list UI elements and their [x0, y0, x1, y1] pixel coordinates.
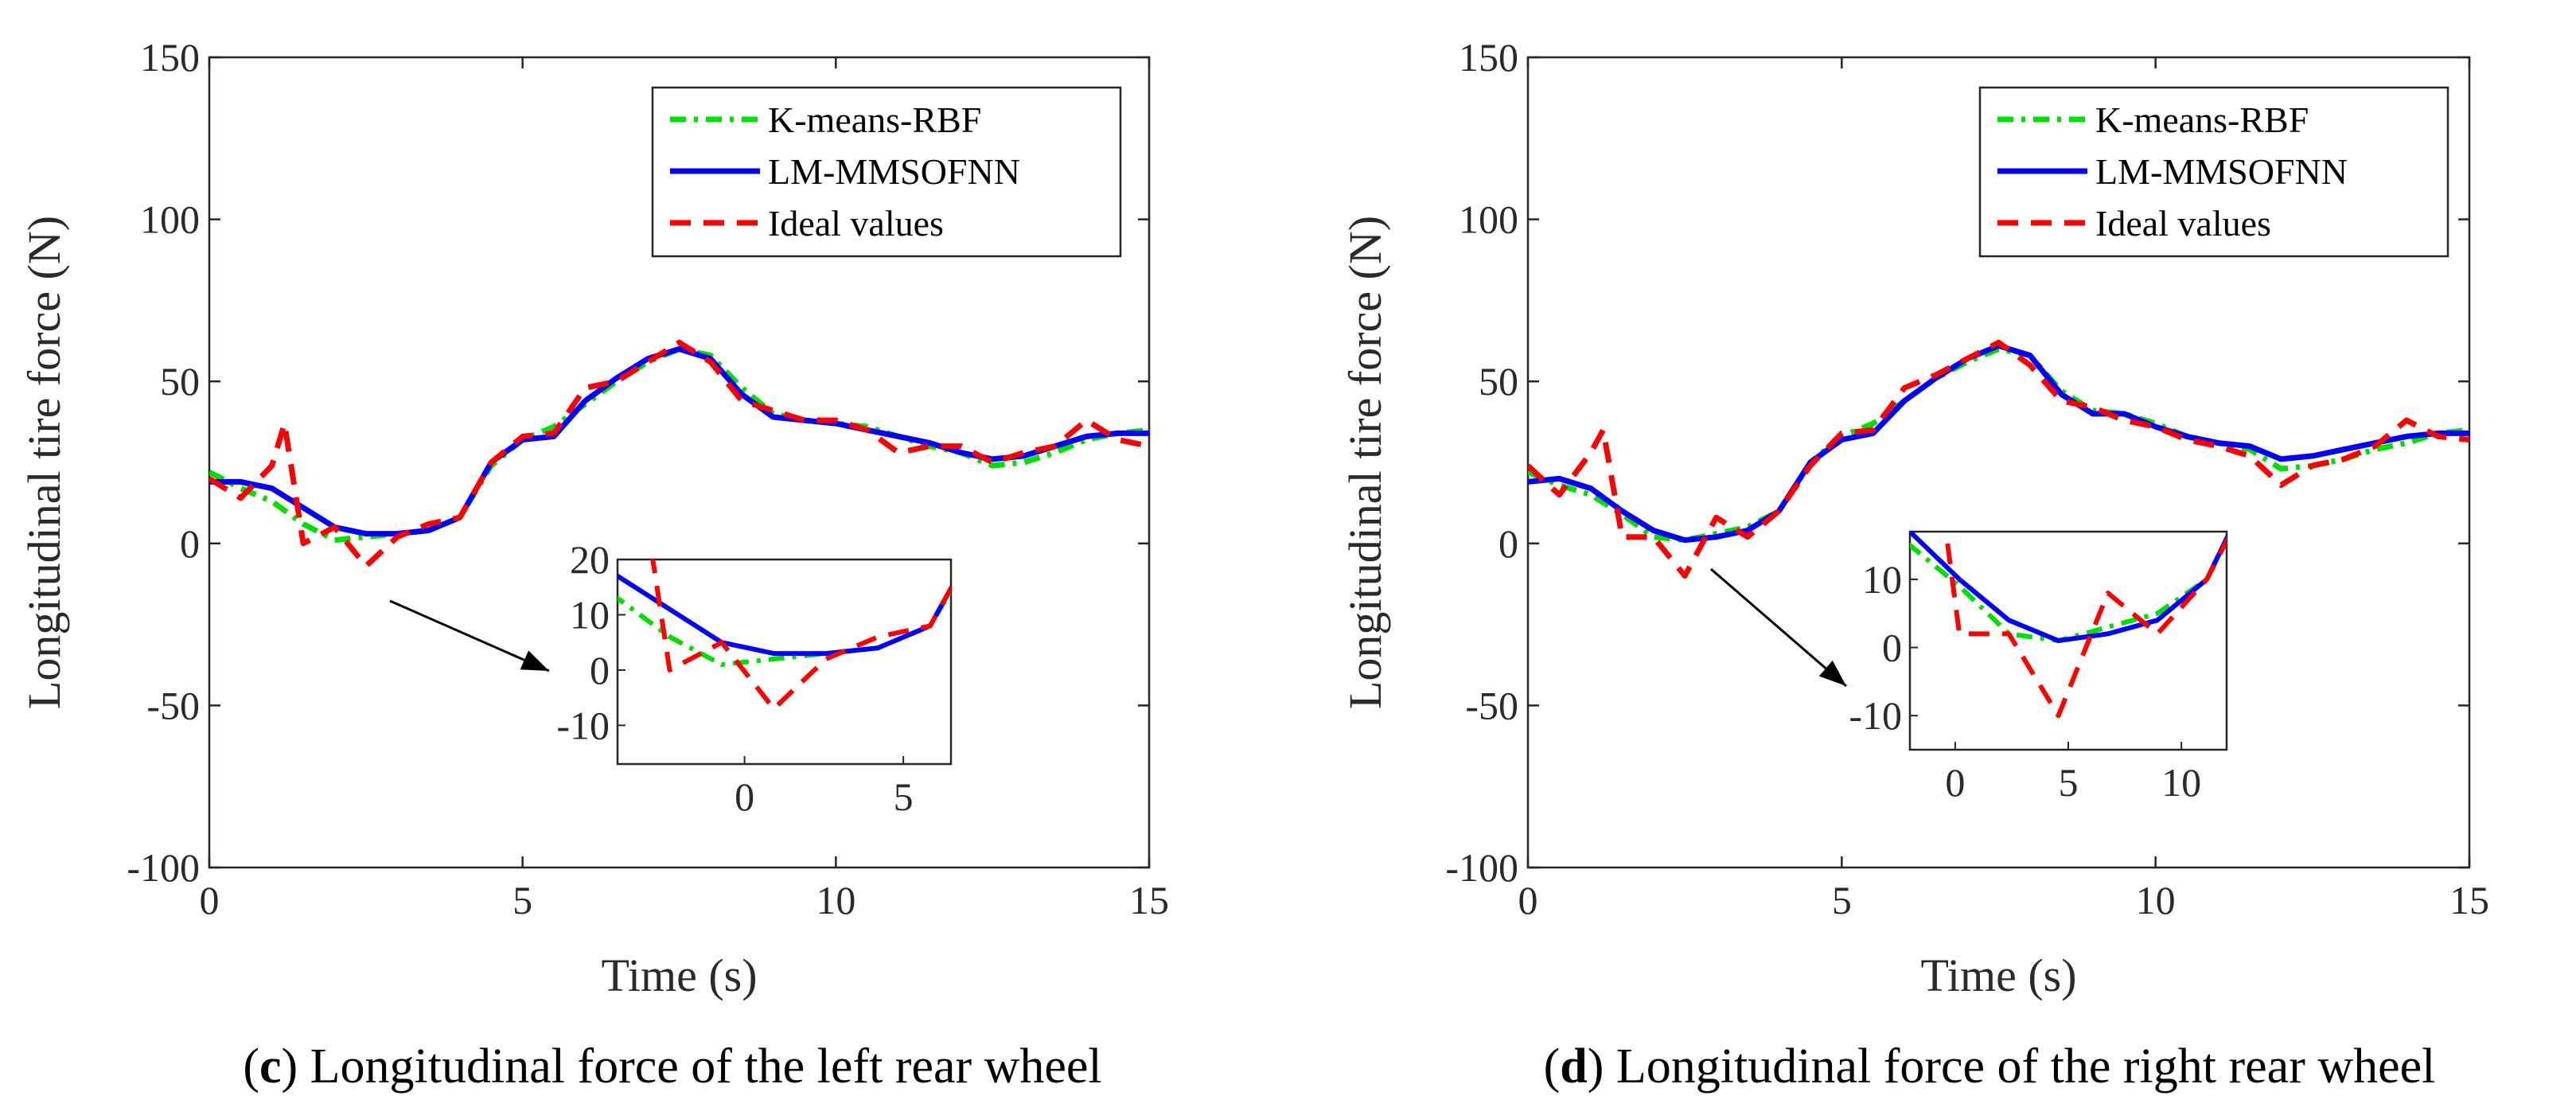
- inset-x-tick-label: 0: [735, 774, 754, 819]
- main-series-line-k-means-rbf: [209, 346, 1149, 544]
- inset-series-group: [1910, 532, 2227, 719]
- series-group: [1528, 339, 2469, 579]
- x-tick-label: 10: [816, 878, 855, 922]
- main-series-line-lm-mmsofnn: [209, 346, 1149, 537]
- y-tick-label: -100: [127, 845, 200, 890]
- y-tick-label: 50: [160, 359, 200, 404]
- zoom-arrow-head: [520, 650, 549, 671]
- x-tick-label: 5: [1832, 878, 1852, 922]
- inset-y-tick-label: -10: [1849, 693, 1902, 738]
- inset-series-line-lm-mmsofnn: [1910, 532, 2227, 643]
- y-axis-label: Longitudinal tire force (N): [18, 216, 70, 709]
- inset-x-tick-label: 5: [2059, 760, 2079, 805]
- inset-series-group: [618, 560, 951, 712]
- inset-y-tick-label: 10: [1862, 557, 1902, 602]
- x-axis-label: Time (s): [1920, 949, 2076, 1001]
- y-tick-label: -100: [1445, 845, 1518, 890]
- y-tick-label: -50: [1465, 683, 1518, 727]
- inset-y-tick-label: 0: [590, 648, 610, 692]
- zoom-arrow-line: [389, 599, 550, 673]
- caption-panel-label: d: [1560, 1039, 1587, 1094]
- caption-open-paren: (: [243, 1039, 259, 1094]
- y-tick-label: 100: [140, 197, 200, 242]
- caption-text: ) Longitudinal force of the left rear wh…: [282, 1039, 1102, 1094]
- figure-caption: (d) Longitudinal force of the right rear…: [1544, 1039, 2436, 1094]
- x-tick-label: 15: [1129, 878, 1169, 922]
- y-axis-label: Longitudinal tire force (N): [1339, 216, 1391, 709]
- zoom-arrow-head: [1818, 660, 1846, 686]
- inset-y-tick-label: 0: [1882, 626, 1902, 670]
- x-axis-label: Time (s): [601, 949, 757, 1001]
- caption-text: ) Longitudinal force of the right rear w…: [1588, 1039, 2436, 1094]
- inset-x-tick-label: 5: [894, 774, 914, 819]
- x-tick-label: 5: [512, 878, 532, 922]
- y-tick-label: -50: [146, 683, 200, 727]
- zoom-arrow-line: [1710, 567, 1847, 688]
- main-series-line-ideal-values: [1528, 339, 2469, 579]
- inset-y-tick-label: 20: [570, 537, 610, 582]
- series-group: [209, 339, 1149, 569]
- main-series-line-ideal-values: [209, 339, 1149, 569]
- y-tick-label: 0: [1498, 521, 1518, 566]
- legend-entry: Ideal values: [2095, 203, 2271, 244]
- inset-y-tick-label: -10: [556, 703, 610, 747]
- inset-x-tick-label: 0: [1945, 760, 1965, 805]
- inset-series-line-lm-mmsofnn: [618, 573, 951, 657]
- y-tick-label: 100: [1459, 197, 1518, 242]
- x-tick-label: 0: [1518, 878, 1538, 922]
- y-tick-label: 0: [180, 521, 200, 566]
- inset-x-tick-label: 10: [2161, 760, 2201, 805]
- inset-series-line-k-means-rbf: [618, 586, 951, 667]
- legend-entry: LM-MMSOFNN: [768, 151, 1020, 192]
- y-tick-label: 150: [1459, 35, 1518, 80]
- inset-y-tick-label: 10: [570, 592, 610, 637]
- legend-entry: K-means-RBF: [768, 99, 981, 140]
- caption-panel-label: c: [259, 1039, 282, 1094]
- x-tick-label: 15: [2449, 878, 2489, 922]
- legend-entry: K-means-RBF: [2095, 99, 2309, 140]
- figure-caption: (c) Longitudinal force of the left rear …: [243, 1039, 1101, 1094]
- x-tick-label: 0: [200, 878, 220, 922]
- x-tick-label: 10: [2136, 878, 2176, 922]
- y-tick-label: 150: [140, 35, 200, 80]
- legend-entry: Ideal values: [768, 203, 944, 244]
- inset-plot-area: [616, 558, 953, 766]
- y-tick-label: 50: [1479, 359, 1518, 404]
- legend-entry: LM-MMSOFNN: [2095, 151, 2348, 192]
- caption-open-paren: (: [1544, 1039, 1561, 1094]
